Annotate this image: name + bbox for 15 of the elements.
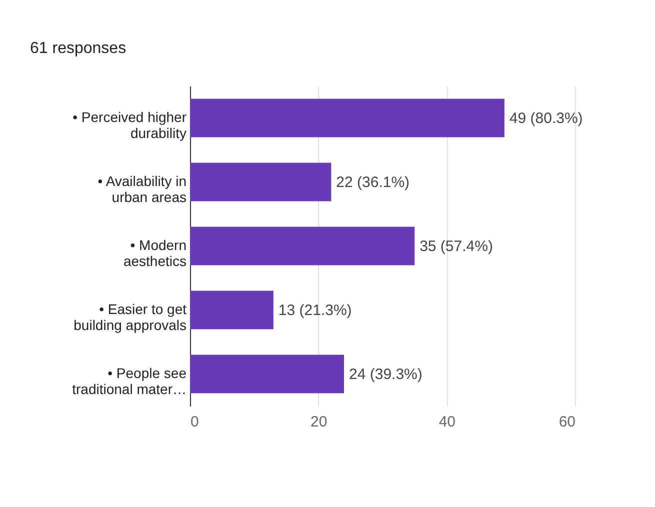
y-tick-label: • Modern aesthetics: [123, 237, 186, 269]
y-tick-label: • Perceived higher durability: [72, 109, 187, 141]
x-tick-label: 40: [438, 414, 456, 430]
data-label: 22 (36.1%): [336, 174, 410, 191]
y-tick-label: • People see traditional mater…: [72, 365, 187, 397]
chart-title: 61 responses: [30, 40, 126, 57]
y-tick-label: • Easier to get building approvals: [74, 301, 187, 333]
data-label: 13 (21.3%): [278, 302, 352, 319]
x-tick-label: 20: [310, 414, 328, 430]
x-tick-label: 60: [558, 414, 576, 430]
x-tick-label: 0: [190, 414, 199, 430]
data-label: 24 (39.3%): [349, 366, 422, 383]
data-label: 35 (57.4%): [420, 238, 493, 255]
y-tick-label: • Availability in urban areas: [98, 173, 186, 205]
data-label: 49 (80.3%): [509, 110, 583, 127]
